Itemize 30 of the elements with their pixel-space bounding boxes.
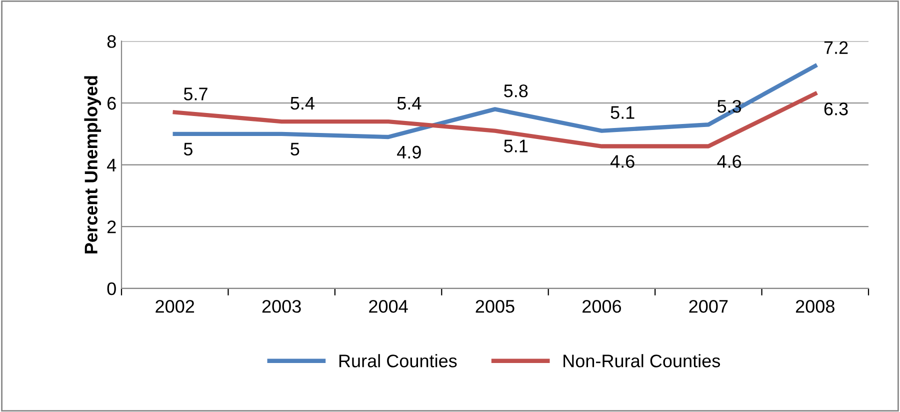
data-label: 5 (290, 142, 300, 156)
x-tick-label: 2006 (582, 300, 622, 313)
data-label: 5.7 (184, 88, 208, 100)
data-label: 4.9 (397, 146, 421, 159)
legend-label: Non-Rural Counties (564, 354, 720, 368)
x-tick-label: 2002 (156, 300, 194, 313)
data-label: 4.6 (717, 155, 742, 168)
y-tick-label: 6 (108, 96, 116, 110)
x-tick-label: 2007 (689, 300, 728, 313)
y-tick-label: 2 (108, 220, 116, 234)
x-tick-label: 2005 (476, 300, 514, 313)
y-tick-label: 8 (107, 35, 116, 48)
data-label: 6.3 (824, 102, 848, 116)
data-label: 5 (184, 142, 192, 156)
y-tick-label: 4 (107, 158, 116, 172)
data-label: 7.2 (824, 41, 848, 54)
data-label: 5.3 (717, 100, 742, 113)
x-tick-label: 2003 (262, 300, 301, 313)
y-tick-label: 0 (107, 282, 116, 296)
line-series (172, 64, 818, 140)
data-label: 5.1 (610, 106, 634, 119)
data-label: 4.6 (610, 155, 634, 168)
data-label: 5.8 (504, 84, 528, 98)
data-label: 5.1 (504, 140, 528, 152)
legend-label: Rural Counties (339, 354, 457, 368)
x-tick-label: 2004 (369, 300, 408, 313)
data-label: 5.4 (397, 97, 422, 110)
x-tick-label: 2008 (796, 300, 834, 313)
y-axis-title: Percent Unemployed (84, 76, 102, 254)
data-label: 5.4 (290, 97, 314, 110)
